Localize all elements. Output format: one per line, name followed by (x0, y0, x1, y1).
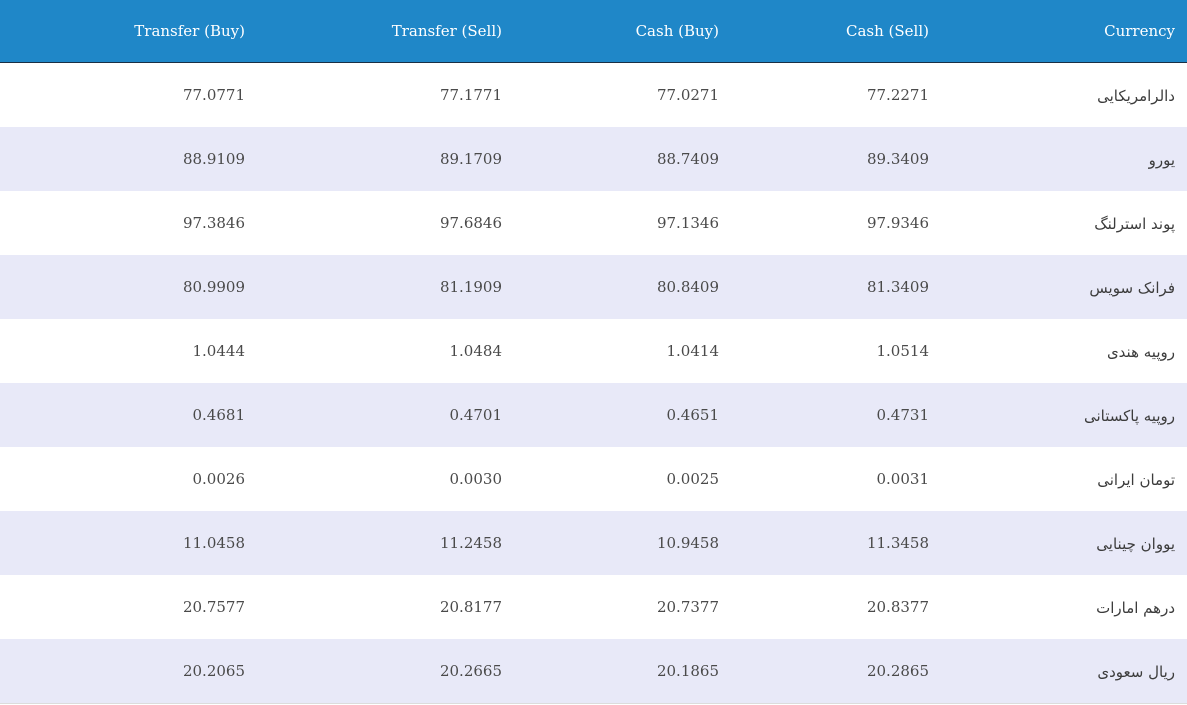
table-row: 0.4681 0.4701 0.4651 0.4731 روپیه پاکستانی (0, 383, 1187, 447)
cell-transfer-sell: 0.4701 (449, 406, 503, 424)
cell-cash-buy: 77.0271 (656, 86, 719, 104)
table-row: 20.2065 20.2665 20.1865 20.2865 ریال سعودی (0, 639, 1187, 703)
cell-cash-buy: 88.7409 (656, 150, 719, 168)
cell-transfer-sell: 81.1909 (439, 278, 502, 296)
cell-cash-buy: 80.8409 (656, 278, 719, 296)
cell-cash-buy: 20.7377 (656, 598, 719, 616)
header-currency: Currency (1104, 22, 1175, 40)
cell-cash-sell: 0.0031 (876, 470, 930, 488)
cell-cash-sell: 89.3409 (866, 150, 929, 168)
cell-transfer-buy: 97.3846 (182, 214, 245, 232)
cell-transfer-sell: 97.6846 (439, 214, 502, 232)
cell-currency: دالرامریکایی (1097, 87, 1175, 105)
cell-transfer-buy: 0.4681 (192, 406, 246, 424)
cell-cash-buy: 0.0025 (666, 470, 720, 488)
table-row: 20.7577 20.8177 20.7377 20.8377 درهم امارات (0, 575, 1187, 639)
table-header-row: Transfer (Buy) Transfer (Sell) Cash (Buy… (0, 0, 1187, 63)
cell-cash-sell: 20.2865 (866, 662, 929, 680)
cell-cash-sell: 1.0514 (876, 342, 930, 360)
table-row: 97.3846 97.6846 97.1346 97.9346 پوند استرلنگ (0, 191, 1187, 255)
cell-currency: یووان چینایی (1096, 535, 1175, 553)
table-row: 77.0771 77.1771 77.0271 77.2271 دالرامریکایی (0, 63, 1187, 127)
cell-currency: روپیه پاکستانی (1083, 407, 1175, 425)
cell-transfer-sell: 1.0484 (449, 342, 503, 360)
cell-cash-sell: 97.9346 (866, 214, 929, 232)
cell-currency: روپیه هندی (1106, 343, 1175, 361)
cell-currency: فرانک سویس (1089, 279, 1175, 297)
cell-transfer-buy: 0.0026 (192, 470, 246, 488)
cell-cash-buy: 0.4651 (666, 406, 720, 424)
header-transfer-sell: Transfer (Sell) (391, 22, 502, 40)
cell-cash-buy: 10.9458 (656, 534, 719, 552)
cell-cash-sell: 11.3458 (866, 534, 929, 552)
cell-currency: درهم امارات (1096, 599, 1175, 617)
cell-transfer-sell: 89.1709 (439, 150, 502, 168)
cell-transfer-sell: 20.8177 (439, 598, 502, 616)
cell-currency: تومان ایرانی (1097, 471, 1175, 489)
table-row: 11.0458 11.2458 10.9458 11.3458 یووان چینایی (0, 511, 1187, 575)
table-row: 1.0444 1.0484 1.0414 1.0514 روپیه هندی (0, 319, 1187, 383)
cell-transfer-buy: 11.0458 (182, 534, 245, 552)
cell-cash-sell: 81.3409 (866, 278, 929, 296)
cell-cash-sell: 20.8377 (866, 598, 929, 616)
cell-transfer-buy: 77.0771 (182, 86, 245, 104)
cell-transfer-buy: 1.0444 (192, 342, 246, 360)
cell-transfer-buy: 20.2065 (182, 662, 245, 680)
header-transfer-buy: Transfer (Buy) (134, 22, 245, 40)
cell-transfer-buy: 80.9909 (182, 278, 245, 296)
cell-cash-buy: 20.1865 (656, 662, 719, 680)
cell-currency: یورو (1148, 151, 1175, 169)
table-bottom-border (0, 703, 1187, 704)
cell-transfer-sell: 20.2665 (439, 662, 502, 680)
table-row: 80.9909 81.1909 80.8409 81.3409 فرانک سویس (0, 255, 1187, 319)
table-row: 0.0026 0.0030 0.0025 0.0031 تومان ایرانی (0, 447, 1187, 511)
cell-cash-buy: 97.1346 (656, 214, 719, 232)
cell-transfer-sell: 11.2458 (439, 534, 502, 552)
cell-cash-buy: 1.0414 (666, 342, 720, 360)
cell-transfer-buy: 20.7577 (182, 598, 245, 616)
cell-cash-sell: 77.2271 (866, 86, 929, 104)
table-row: 88.9109 89.1709 88.7409 89.3409 یورو (0, 127, 1187, 191)
cell-transfer-sell: 77.1771 (439, 86, 502, 104)
cell-transfer-sell: 0.0030 (449, 470, 503, 488)
cell-cash-sell: 0.4731 (876, 406, 930, 424)
cell-currency: پوند استرلنگ (1094, 215, 1175, 233)
table-body: 77.0771 77.1771 77.0271 77.2271 دالرامریکایی… (0, 63, 1187, 703)
cell-transfer-buy: 88.9109 (182, 150, 245, 168)
header-cash-sell: Cash (Sell) (846, 22, 929, 40)
cell-currency: ریال سعودی (1097, 663, 1175, 681)
header-cash-buy: Cash (Buy) (635, 22, 719, 40)
